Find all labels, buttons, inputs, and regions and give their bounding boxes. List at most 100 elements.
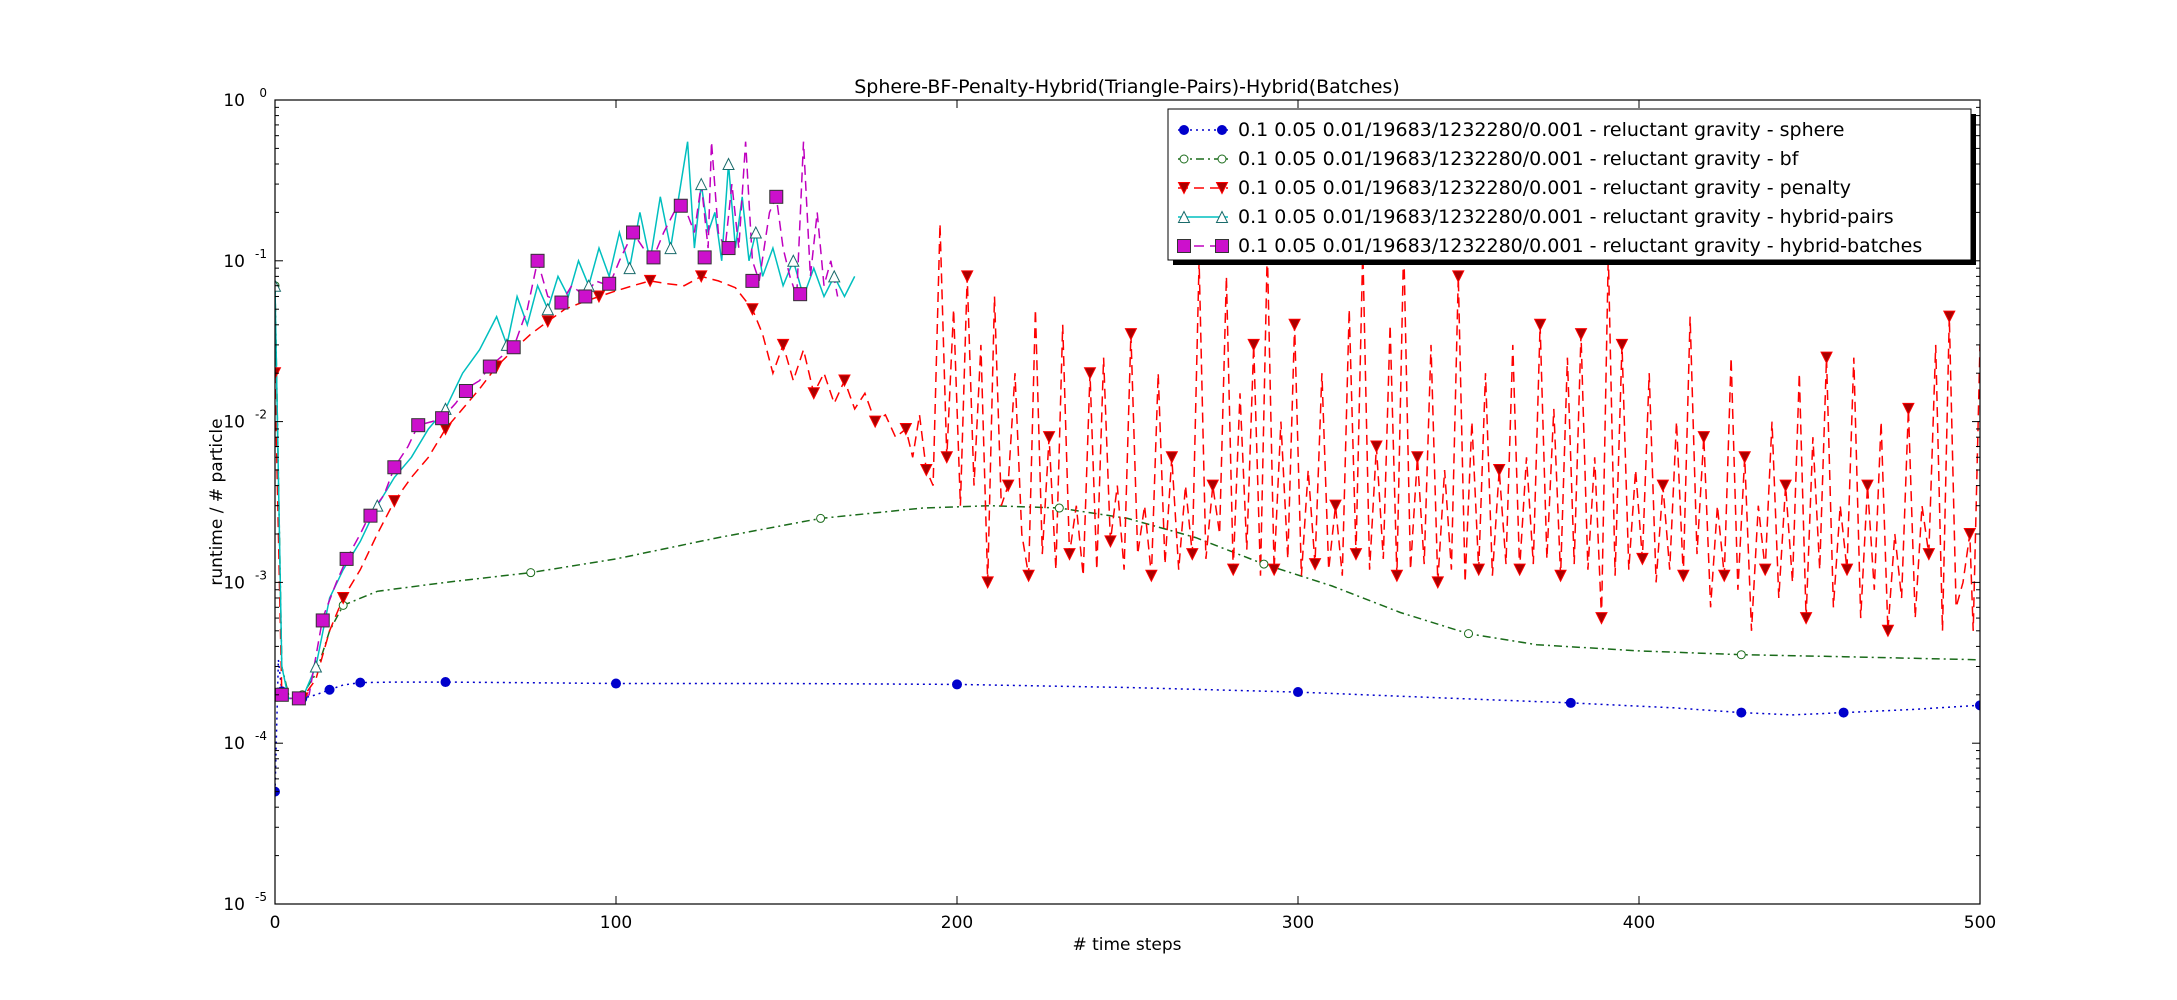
series-2-point (1185, 548, 1199, 561)
series-2-point (1390, 569, 1404, 583)
series-2-point (1226, 563, 1240, 577)
series-4-point (626, 225, 641, 240)
series-2-point (643, 274, 657, 288)
legend-marker-2 (1215, 182, 1229, 195)
series-4-point (721, 241, 736, 256)
series-2-point (1267, 563, 1281, 577)
legend-label-0: 0.1 0.05 0.01/19683/1232280/0.001 - relu… (1238, 119, 1844, 141)
series-2-point (1779, 479, 1792, 493)
x-tick-label: 500 (1964, 913, 1996, 933)
legend-label-1: 0.1 0.05 0.01/19683/1232280/0.001 - relu… (1238, 148, 1800, 170)
series-2-point (1799, 612, 1813, 625)
series-4-point (291, 691, 306, 706)
series-2-point (541, 315, 555, 328)
series-3-point (722, 157, 735, 170)
y-tick-label-exponent: -4 (255, 729, 267, 743)
series-2-point (1963, 527, 1977, 541)
series-2-point (1492, 464, 1506, 477)
legend-label-4: 0.1 0.05 0.01/19683/1232280/0.001 - relu… (1238, 235, 1922, 257)
series-line-1 (275, 285, 1980, 696)
series-line-3 (275, 141, 856, 700)
series-2-point (1636, 552, 1649, 566)
series-4-point (387, 460, 402, 475)
legend-marker-3 (1177, 210, 1191, 223)
series-3-point (664, 241, 677, 255)
series-2-point (1574, 328, 1588, 341)
series-3-point (827, 269, 841, 283)
series-2-point (1145, 569, 1158, 583)
y-tick-label: 10 (223, 91, 245, 111)
chart-title: Sphere-BF-Penalty-Hybrid(Triangle-Pairs)… (854, 76, 1400, 98)
series-2-point (1656, 479, 1670, 493)
series-2-point (1513, 563, 1526, 577)
series-2-point (746, 303, 759, 316)
series-3-point (787, 254, 800, 267)
y-tick-label-exponent: -1 (255, 247, 267, 261)
series-2-point (388, 495, 401, 508)
series-1-point (1054, 503, 1064, 513)
series-2-point (1042, 431, 1056, 444)
series-4-point (602, 276, 617, 291)
x-axis: 0 100 200 300 400 500 (270, 100, 1996, 933)
legend-marker-0 (1179, 125, 1189, 135)
legend-entries: 0.1 0.05 0.01/19683/1232280/0.001 - relu… (1177, 119, 1922, 257)
series-2-point (1288, 318, 1301, 332)
series-3-point (623, 261, 636, 275)
series-2-point (1840, 563, 1854, 577)
series-2-point (1758, 563, 1772, 577)
legend-marker-3 (1215, 210, 1229, 223)
y-tick-label-exponent: -5 (255, 890, 267, 904)
series-2-point (1738, 451, 1752, 464)
series-2-point (1595, 612, 1608, 625)
series-2-point (1308, 558, 1322, 571)
y-tick-label: 10 (223, 252, 245, 272)
series-3-point (309, 659, 323, 673)
series-2-point (1451, 270, 1465, 284)
series-0-point (440, 677, 451, 688)
series-2-point (1922, 548, 1936, 561)
series-3-point (694, 177, 708, 191)
series-0-point (355, 677, 366, 688)
series-markers (275, 157, 1980, 797)
series-4-point (363, 508, 378, 523)
series-2-point (899, 422, 913, 436)
legend-label-2: 0.1 0.05 0.01/19683/1232280/0.001 - relu… (1238, 177, 1851, 199)
series-2-point (1902, 402, 1915, 416)
series-2-point (1165, 451, 1179, 464)
series-2-point (1861, 479, 1874, 493)
y-tick-label-exponent: -3 (255, 568, 267, 582)
legend-label-3: 0.1 0.05 0.01/19683/1232280/0.001 - relu… (1238, 206, 1894, 228)
legend: 0.1 0.05 0.01/19683/1232280/0.001 - relu… (1167, 108, 1976, 265)
series-0-point (611, 678, 621, 689)
series-0-point (952, 679, 962, 690)
series-3-point (541, 302, 555, 316)
series-4-point (411, 418, 426, 433)
series-2-point (1533, 318, 1547, 332)
y-tick-label: 10 (223, 413, 245, 433)
series-1-point (526, 568, 536, 578)
series-2-point (1247, 338, 1260, 352)
series-2-point (1411, 451, 1424, 464)
series-2-point (1063, 548, 1076, 561)
y-tick-label: 10 (223, 573, 245, 593)
y-tick-label-exponent: 0 (259, 86, 267, 100)
series-0-point (324, 684, 335, 695)
series-2-point (592, 290, 606, 304)
series-2-point (1615, 338, 1629, 352)
legend-marker-4 (1215, 239, 1229, 253)
series-4-point (673, 198, 688, 213)
series-2-point (1472, 563, 1486, 577)
series-0-point (1565, 697, 1576, 708)
series-2-point (336, 591, 350, 605)
series-4-point (530, 253, 545, 268)
series-2-point (1329, 499, 1342, 513)
series-3-point (749, 225, 763, 239)
legend-marker-1 (1179, 154, 1189, 164)
series-2-point (1206, 479, 1220, 493)
series-2-point (807, 387, 821, 400)
series-line-2 (275, 223, 1980, 700)
legend-marker-0 (1217, 125, 1227, 135)
series-4-point (646, 250, 661, 265)
x-axis-label: # time steps (1072, 935, 1181, 955)
